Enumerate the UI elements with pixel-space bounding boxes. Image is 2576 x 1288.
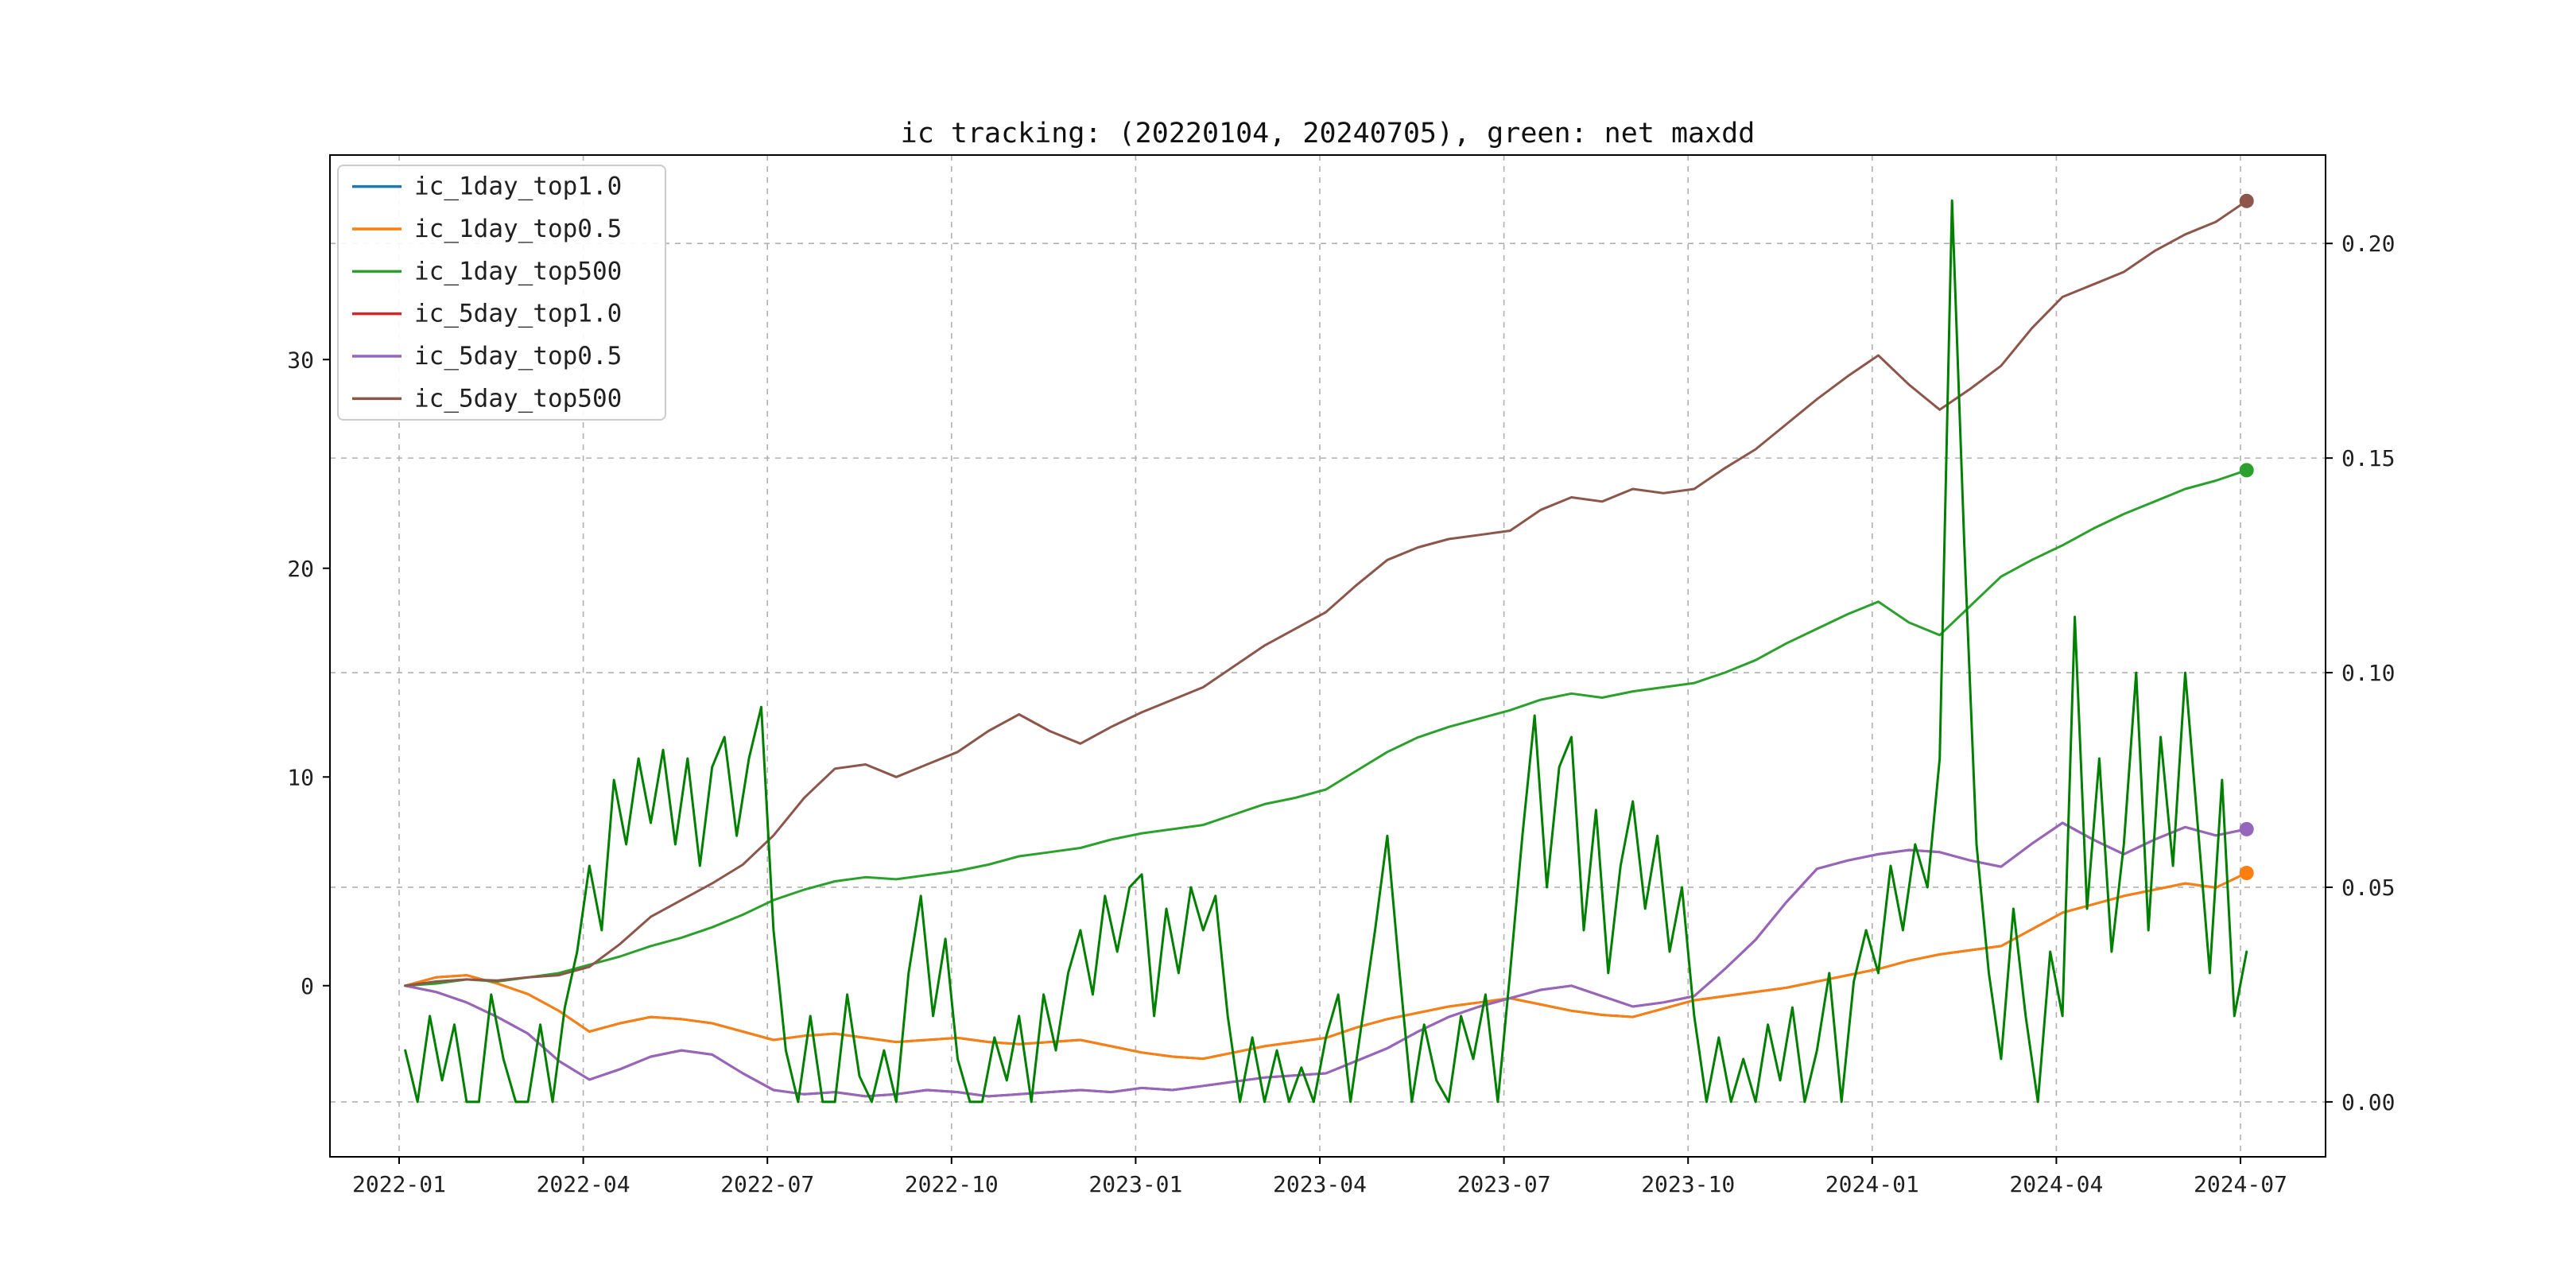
legend: ic_1day_top1.0 ic_1day_top0.5 ic_1day_top5… — [337, 165, 666, 421]
line-ic_5day_top0.5 — [404, 821, 2248, 1098]
plot-border — [329, 154, 2326, 1158]
end-dot-ic_1day_top500 — [2239, 463, 2254, 478]
left-tick-label: 0 — [301, 973, 314, 999]
right-tick-label: 0.20 — [2341, 231, 2395, 257]
legend-label: ic_1day_top500 — [414, 257, 622, 285]
x-tick-label: 2022-10 — [905, 1171, 999, 1197]
legend-label: ic_1day_top1.0 — [414, 173, 622, 201]
end-dot-ic_5day_top500 — [2239, 193, 2254, 208]
legend-item: ic_1day_top1.0 — [352, 173, 622, 201]
chart-title: ic tracking: (20220104, 20240705), green… — [900, 118, 1755, 149]
line-ic_5day_top1.0 — [404, 821, 2248, 1098]
legend-item: ic_5day_top1.0 — [352, 300, 622, 328]
right-tick-label: 0.00 — [2341, 1089, 2395, 1115]
end-dot-ic_5day_top0.5 — [2239, 821, 2254, 836]
left-tick-label: 30 — [287, 347, 314, 373]
x-tick-label: 2024-07 — [2194, 1171, 2287, 1197]
legend-label: ic_5day_top0.5 — [414, 342, 622, 370]
legend-item: ic_1day_top0.5 — [352, 215, 622, 243]
right-tick-label: 0.10 — [2341, 660, 2395, 686]
legend-item: ic_1day_top500 — [352, 257, 622, 285]
x-tick-label: 2023-10 — [1641, 1171, 1735, 1197]
line-ic_5day_top500 — [404, 200, 2248, 987]
left-tick-label: 20 — [287, 556, 314, 582]
legend-box — [337, 165, 666, 421]
legend-label: ic_5day_top500 — [414, 384, 622, 413]
line-ic_1day_top500 — [404, 468, 2248, 987]
x-tick-label: 2023-01 — [1088, 1171, 1182, 1197]
legend-label: ic_5day_top1.0 — [414, 300, 622, 328]
x-tick-label: 2022-04 — [537, 1171, 630, 1197]
series-lines — [404, 199, 2248, 1104]
line-net-maxdd — [404, 199, 2248, 1104]
x-tick-label: 2023-04 — [1273, 1171, 1367, 1197]
end-dot-ic_1day_top0.5 — [2239, 866, 2254, 880]
right-tick-label: 0.05 — [2341, 875, 2395, 901]
legend-item: ic_5day_top500 — [352, 384, 622, 413]
end-markers — [2239, 193, 2254, 880]
axis-ticks: 2022-01 2022-04 2022-07 2022-10 2023-01 2023-… — [287, 231, 2395, 1197]
legend-item: ic_5day_top0.5 — [352, 342, 622, 370]
x-tick-label: 2022-07 — [720, 1171, 814, 1197]
right-tick-label: 0.15 — [2341, 445, 2395, 471]
x-tick-label: 2022-01 — [352, 1171, 446, 1197]
left-tick-label: 10 — [287, 764, 314, 790]
x-tick-label: 2024-01 — [1825, 1171, 1919, 1197]
x-tick-label: 2024-04 — [2009, 1171, 2103, 1197]
legend-label: ic_1day_top0.5 — [414, 215, 622, 243]
x-tick-label: 2023-07 — [1457, 1171, 1551, 1197]
